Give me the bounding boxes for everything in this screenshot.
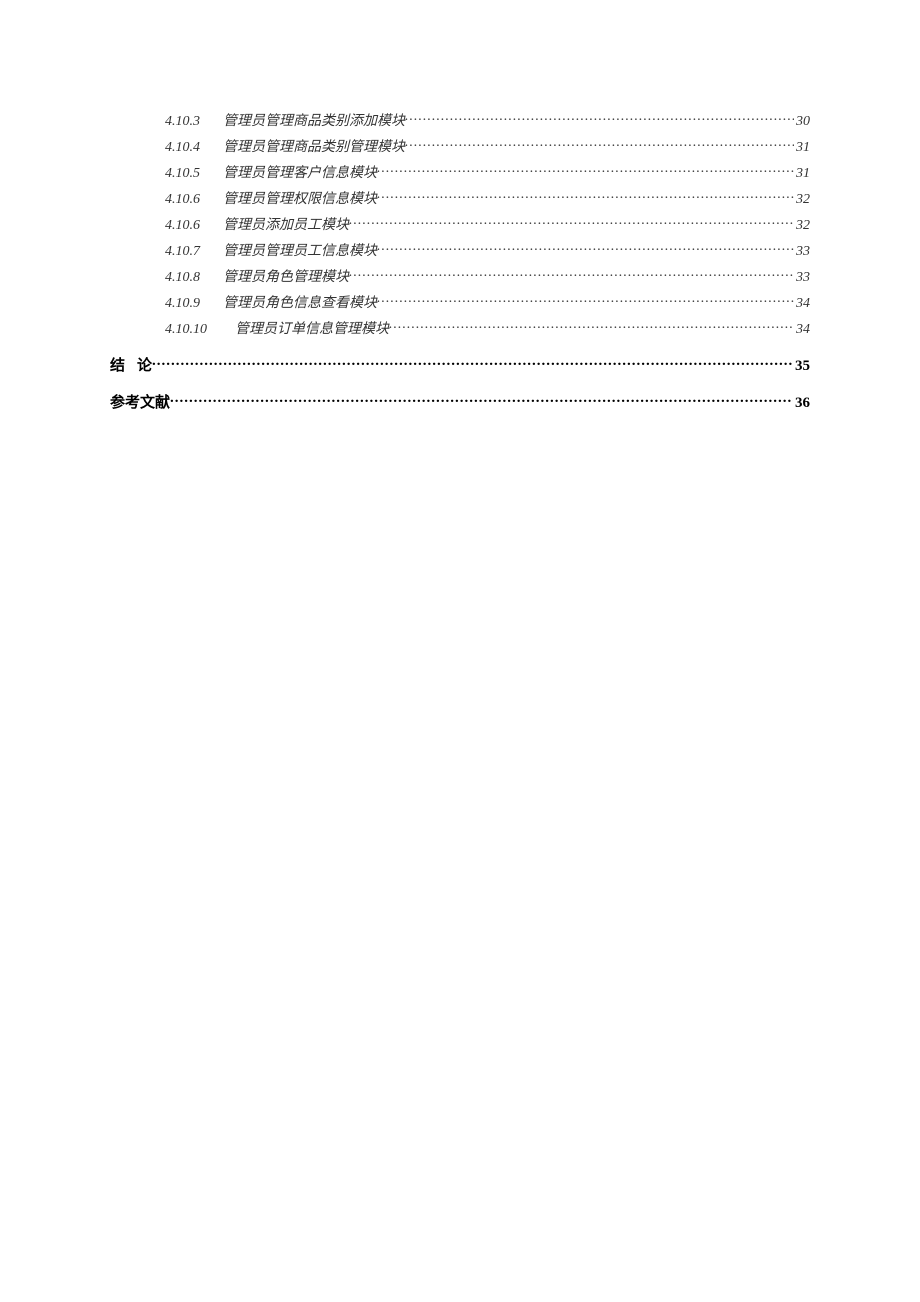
toc-sub-entry: 4.10.3管理员管理商品类别添加模块 30 bbox=[110, 110, 810, 130]
document-page: 4.10.3管理员管理商品类别添加模块 30 4.10.4管理员管理商品类别管理模块… bbox=[0, 0, 920, 412]
toc-title-part2: 论 bbox=[137, 358, 152, 374]
toc-leader-dots bbox=[170, 392, 793, 407]
toc-entry-title: 管理员角色管理模块 bbox=[223, 266, 349, 286]
toc-entry-page: 32 bbox=[794, 192, 810, 208]
toc-sub-entry: 4.10.4管理员管理商品类别管理模块 31 bbox=[110, 136, 810, 156]
toc-top-entry: 参考文献 36 bbox=[110, 391, 810, 412]
toc-entry-page: 31 bbox=[794, 166, 810, 182]
toc-leader-dots bbox=[377, 241, 794, 255]
toc-sub-entry: 4.10.7管理员管理员工信息模块 33 bbox=[110, 240, 810, 260]
toc-entry-title: 参考文献 bbox=[110, 391, 170, 412]
toc-entry-number: 4.10.4 bbox=[165, 140, 223, 156]
toc-entry-number: 4.10.3 bbox=[165, 114, 223, 130]
toc-entry-number: 4.10.5 bbox=[165, 166, 223, 182]
toc-leader-dots bbox=[377, 189, 794, 203]
toc-entry-page: 36 bbox=[793, 395, 810, 412]
toc-entry-number: 4.10.6 bbox=[165, 192, 223, 208]
toc-top-entry: 结论 35 bbox=[110, 354, 810, 375]
toc-leader-dots bbox=[349, 267, 794, 281]
toc-entry-number: 4.10.9 bbox=[165, 296, 223, 312]
toc-entry-page: 34 bbox=[794, 322, 810, 338]
toc-title-part1: 结 bbox=[110, 358, 125, 374]
toc-sub-entry: 4.10.6管理员添加员工模块 32 bbox=[110, 214, 810, 234]
toc-leader-dots bbox=[405, 137, 794, 151]
toc-entry-page: 32 bbox=[794, 218, 810, 234]
toc-entry-number: 4.10.10 bbox=[165, 322, 235, 338]
toc-entry-title: 结论 bbox=[110, 354, 152, 375]
toc-entry-title: 管理员订单信息管理模块 bbox=[235, 318, 389, 338]
toc-entry-title: 管理员添加员工模块 bbox=[223, 214, 349, 234]
toc-sub-entry: 4.10.6管理员管理权限信息模块 32 bbox=[110, 188, 810, 208]
toc-entry-title: 管理员角色信息查看模块 bbox=[223, 292, 377, 312]
toc-entry-page: 33 bbox=[794, 244, 810, 260]
toc-entry-title: 管理员管理员工信息模块 bbox=[223, 240, 377, 260]
toc-sub-entry: 4.10.10管理员订单信息管理模块 34 bbox=[110, 318, 810, 338]
toc-entry-title: 管理员管理客户信息模块 bbox=[223, 162, 377, 182]
toc-leader-dots bbox=[377, 293, 794, 307]
toc-entry-title: 管理员管理权限信息模块 bbox=[223, 188, 377, 208]
toc-entry-title: 管理员管理商品类别管理模块 bbox=[223, 136, 405, 156]
toc-leader-dots bbox=[377, 163, 794, 177]
toc-sub-entry: 4.10.9管理员角色信息查看模块 34 bbox=[110, 292, 810, 312]
toc-sub-entry: 4.10.8管理员角色管理模块 33 bbox=[110, 266, 810, 286]
toc-entry-page: 35 bbox=[793, 358, 810, 375]
toc-leader-dots bbox=[405, 111, 794, 125]
toc-entry-title: 管理员管理商品类别添加模块 bbox=[223, 110, 405, 130]
toc-entry-number: 4.10.6 bbox=[165, 218, 223, 234]
toc-entry-number: 4.10.7 bbox=[165, 244, 223, 260]
toc-entry-page: 34 bbox=[794, 296, 810, 312]
toc-sub-entry: 4.10.5管理员管理客户信息模块 31 bbox=[110, 162, 810, 182]
toc-container: 4.10.3管理员管理商品类别添加模块 30 4.10.4管理员管理商品类别管理模块… bbox=[110, 110, 810, 412]
toc-entry-page: 33 bbox=[794, 270, 810, 286]
toc-leader-dots bbox=[349, 215, 794, 229]
toc-leader-dots bbox=[152, 355, 793, 370]
toc-entry-page: 31 bbox=[794, 140, 810, 156]
toc-entry-number: 4.10.8 bbox=[165, 270, 223, 286]
toc-leader-dots bbox=[389, 319, 794, 333]
toc-entry-page: 30 bbox=[794, 114, 810, 130]
